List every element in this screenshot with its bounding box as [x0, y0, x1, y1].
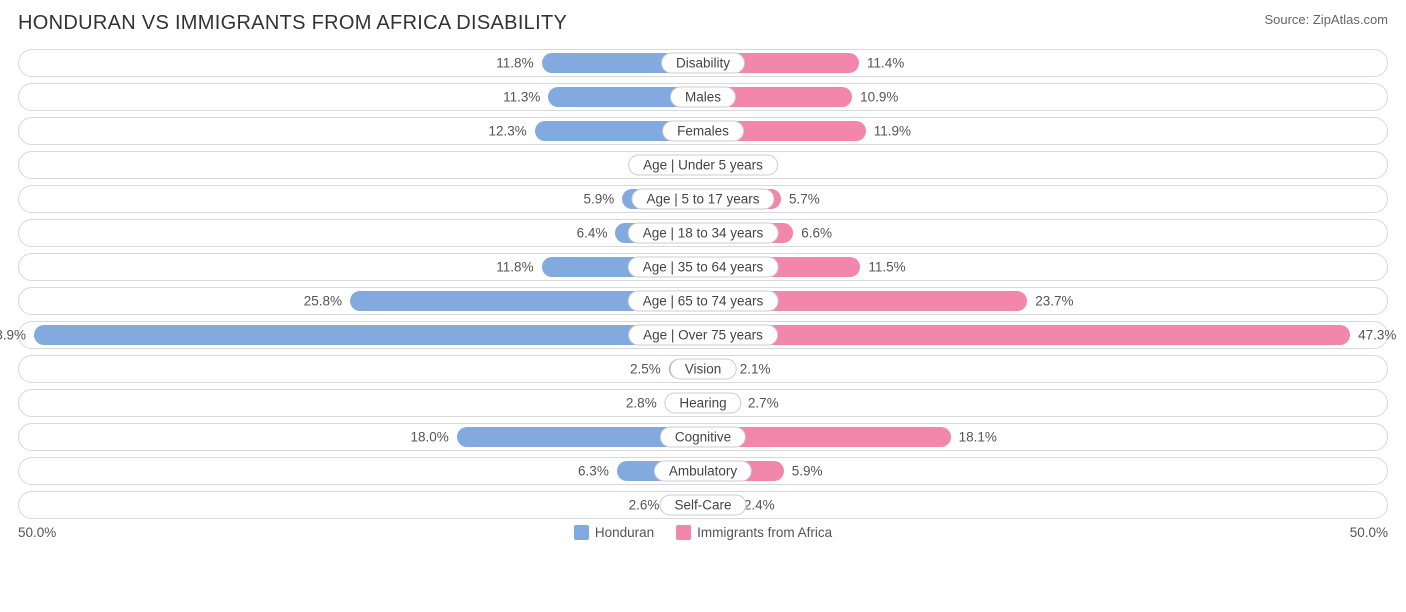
- value-right: 2.4%: [744, 498, 775, 513]
- row-label: Age | Under 5 years: [628, 155, 778, 176]
- value-left: 2.5%: [630, 362, 661, 377]
- value-left: 6.3%: [578, 464, 609, 479]
- chart-row: 48.9%47.3%Age | Over 75 years: [18, 321, 1388, 349]
- value-right: 11.5%: [868, 260, 905, 275]
- row-label: Hearing: [664, 393, 741, 414]
- chart-row: 2.5% 2.1%Vision: [18, 355, 1388, 383]
- axis-left-max: 50.0%: [18, 525, 56, 540]
- value-right: 47.3%: [1358, 328, 1396, 343]
- chart-row: 6.3% 5.9% Ambulatory: [18, 457, 1388, 485]
- value-right: 2.1%: [740, 362, 771, 377]
- chart-row: 2.8% 2.7% Hearing: [18, 389, 1388, 417]
- value-right: 23.7%: [1035, 294, 1073, 309]
- legend-item-left: Honduran: [574, 525, 654, 540]
- legend-label-left: Honduran: [595, 525, 654, 540]
- row-label: Age | 18 to 34 years: [628, 223, 779, 244]
- row-label: Age | Over 75 years: [628, 325, 778, 346]
- value-right: 5.9%: [792, 464, 823, 479]
- value-right: 6.6%: [801, 226, 832, 241]
- value-left: 25.8%: [304, 294, 342, 309]
- legend-label-right: Immigrants from Africa: [697, 525, 832, 540]
- value-left: 48.9%: [0, 328, 26, 343]
- row-label: Age | 5 to 17 years: [631, 189, 774, 210]
- chart-footer: 50.0% Honduran Immigrants from Africa 50…: [18, 525, 1388, 540]
- value-left: 2.8%: [626, 396, 657, 411]
- legend-swatch-right: [676, 525, 691, 540]
- chart-row: 11.3% 10.9% Males: [18, 83, 1388, 111]
- value-left: 11.3%: [503, 90, 540, 105]
- chart-row: 6.4% 6.6% Age | 18 to 34 years: [18, 219, 1388, 247]
- axis-right-max: 50.0%: [1350, 525, 1388, 540]
- row-label: Males: [670, 87, 736, 108]
- header: HONDURAN VS IMMIGRANTS FROM AFRICA DISAB…: [18, 12, 1388, 35]
- chart-row: 1.2%1.2%Age | Under 5 years: [18, 151, 1388, 179]
- legend-item-right: Immigrants from Africa: [676, 525, 832, 540]
- value-right: 11.9%: [874, 124, 911, 139]
- row-label: Self-Care: [659, 495, 746, 516]
- value-right: 10.9%: [860, 90, 898, 105]
- row-label: Cognitive: [660, 427, 746, 448]
- value-left: 11.8%: [496, 260, 533, 275]
- value-right: 11.4%: [867, 56, 904, 71]
- value-left: 11.8%: [496, 56, 533, 71]
- row-label: Vision: [670, 359, 737, 380]
- chart-row: 2.6% 2.4%Self-Care: [18, 491, 1388, 519]
- row-label: Age | 65 to 74 years: [628, 291, 779, 312]
- row-label: Disability: [661, 53, 745, 74]
- value-left: 12.3%: [488, 124, 526, 139]
- chart-row: 25.8% 23.7% Age | 65 to 74 years: [18, 287, 1388, 315]
- value-left: 6.4%: [577, 226, 608, 241]
- legend: Honduran Immigrants from Africa: [574, 525, 832, 540]
- chart-row: 18.0% 18.1% Cognitive: [18, 423, 1388, 451]
- value-right: 5.7%: [789, 192, 820, 207]
- bar-right: [703, 325, 1350, 345]
- chart-row: 11.8% 11.5% Age | 35 to 64 years: [18, 253, 1388, 281]
- value-left: 2.6%: [629, 498, 660, 513]
- value-right: 2.7%: [748, 396, 779, 411]
- source-attribution: Source: ZipAtlas.com: [1264, 12, 1388, 27]
- row-label: Ambulatory: [654, 461, 752, 482]
- legend-swatch-left: [574, 525, 589, 540]
- row-label: Females: [662, 121, 744, 142]
- value-right: 18.1%: [959, 430, 997, 445]
- bar-left: [34, 325, 703, 345]
- chart-row: 5.9% 5.7% Age | 5 to 17 years: [18, 185, 1388, 213]
- chart-area: 11.8% 11.4% Disability 11.3% 10.9% Males 12.3%…: [18, 49, 1388, 519]
- chart-row: 12.3% 11.9% Females: [18, 117, 1388, 145]
- value-left: 18.0%: [410, 430, 448, 445]
- chart-title: HONDURAN VS IMMIGRANTS FROM AFRICA DISAB…: [18, 12, 567, 35]
- chart-row: 11.8% 11.4% Disability: [18, 49, 1388, 77]
- row-label: Age | 35 to 64 years: [628, 257, 779, 278]
- value-left: 5.9%: [584, 192, 615, 207]
